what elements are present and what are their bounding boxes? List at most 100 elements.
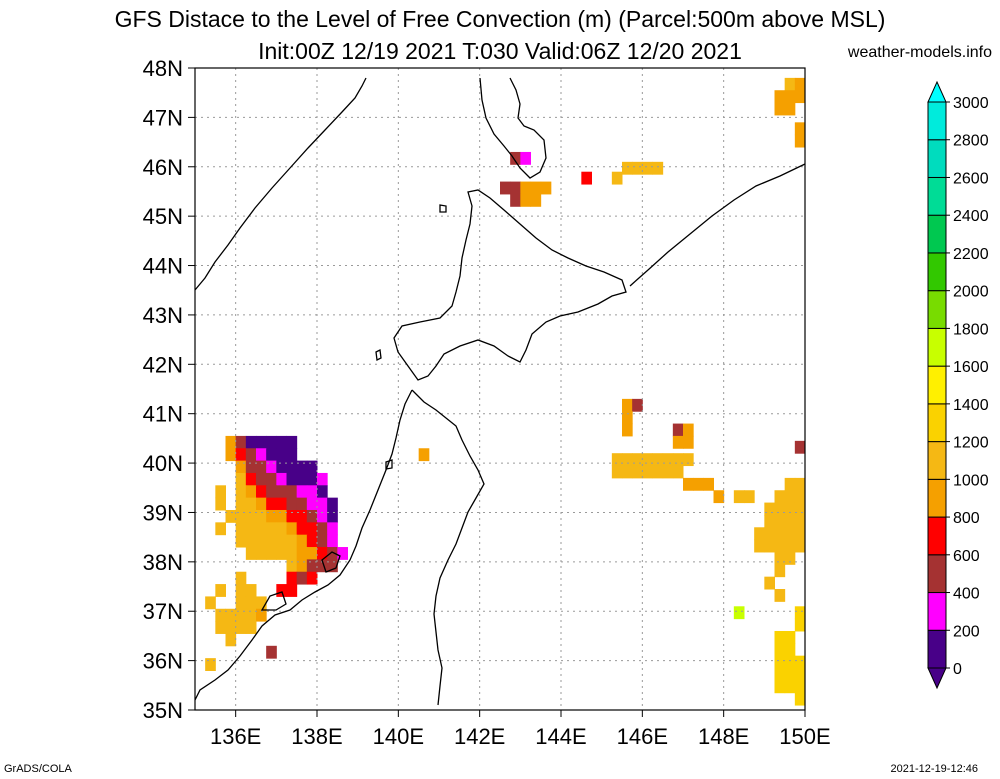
data-cell xyxy=(632,161,643,175)
data-cell xyxy=(622,423,633,437)
colorbar-label: 0 xyxy=(953,661,962,678)
data-cell xyxy=(235,584,247,597)
data-cell xyxy=(266,547,277,560)
data-cell xyxy=(520,181,531,195)
coastline-rishiri xyxy=(439,204,447,213)
data-cell xyxy=(266,522,277,536)
x-tick-label: 146E xyxy=(617,724,668,749)
data-cell xyxy=(642,161,653,175)
data-cell xyxy=(317,522,328,536)
data-cell xyxy=(235,596,247,610)
data-cell xyxy=(235,460,247,474)
data-cell xyxy=(266,435,277,449)
data-cell xyxy=(276,472,287,486)
x-tick-label: 138E xyxy=(291,724,342,749)
data-cell xyxy=(581,171,592,185)
colorbar-segment xyxy=(927,403,947,443)
data-cell xyxy=(327,497,338,511)
data-cell xyxy=(225,608,237,622)
footer-grads: GrADS/COLA xyxy=(4,763,72,775)
data-cell xyxy=(306,571,318,585)
data-cell xyxy=(672,435,684,449)
data-cell xyxy=(774,680,786,694)
colorbar-label: 1000 xyxy=(953,472,989,489)
data-cell xyxy=(215,608,226,622)
data-cell xyxy=(794,692,806,706)
y-tick-label: 45N xyxy=(143,204,183,229)
data-cell xyxy=(296,534,308,548)
data-cell xyxy=(733,606,745,620)
data-cell xyxy=(683,423,694,437)
data-cell xyxy=(225,509,237,523)
data-cell xyxy=(652,453,664,467)
data-cell xyxy=(794,655,806,669)
data-cell xyxy=(784,630,796,644)
coastline-oga xyxy=(385,459,393,470)
data-cell xyxy=(774,564,786,578)
data-cell xyxy=(306,547,318,560)
data-cell xyxy=(276,509,287,523)
data-cell xyxy=(622,411,633,425)
data-cell xyxy=(642,453,653,467)
data-cell xyxy=(774,502,786,516)
data-cell xyxy=(276,522,287,536)
data-cell xyxy=(500,181,511,195)
data-cell xyxy=(306,534,318,548)
data-cell xyxy=(225,435,237,449)
y-axis-ticks: 35N 36N 37N 38N 39N 40N 41N 42N 43N 44N 45N 46N 47N 4… xyxy=(143,56,195,723)
data-cell xyxy=(225,448,237,462)
map-title: GFS Distace to the Level of Free Convect… xyxy=(114,6,886,32)
data-cell xyxy=(774,643,786,657)
data-cell xyxy=(520,193,531,207)
coastline xyxy=(194,77,806,706)
data-cell xyxy=(215,621,226,634)
data-cell xyxy=(784,102,796,116)
data-cell xyxy=(256,435,267,449)
data-cell xyxy=(256,460,267,474)
data-cell xyxy=(672,465,684,479)
data-cell xyxy=(215,522,226,536)
data-cell xyxy=(266,460,277,474)
y-tick-label: 46N xyxy=(143,155,183,180)
data-cell xyxy=(327,547,338,560)
map-frame xyxy=(194,67,806,711)
colorbar-segment xyxy=(927,441,947,480)
data-cell xyxy=(266,472,277,486)
data-cell xyxy=(286,522,298,536)
colorbar-segment xyxy=(927,139,947,178)
data-cell xyxy=(215,584,226,597)
data-cell xyxy=(235,534,247,548)
data-cell xyxy=(784,490,796,504)
data-cell xyxy=(306,509,318,523)
data-cell xyxy=(764,576,775,590)
data-cell xyxy=(245,472,257,486)
data-cell xyxy=(296,497,308,511)
data-cell xyxy=(784,514,796,528)
data-cell xyxy=(642,465,653,479)
data-cell xyxy=(306,497,318,511)
data-cell xyxy=(286,547,298,560)
data-cell xyxy=(256,608,267,622)
data-cell xyxy=(683,453,694,467)
data-cell xyxy=(622,453,633,467)
data-cell xyxy=(245,608,257,622)
data-cell xyxy=(256,596,267,610)
colorbar-label: 400 xyxy=(953,586,980,603)
data-cell xyxy=(245,621,257,634)
colorbar-min-arrow xyxy=(927,667,947,690)
colorbar-label: 2800 xyxy=(953,133,989,150)
coastline-kurils xyxy=(629,163,806,287)
data-cell xyxy=(256,485,267,499)
data-cell xyxy=(296,522,308,536)
data-cell xyxy=(784,539,796,553)
data-cell xyxy=(245,485,257,499)
data-cell xyxy=(794,680,806,694)
grid-lines xyxy=(195,67,806,711)
data-cell xyxy=(774,102,786,116)
data-cell xyxy=(276,547,287,560)
y-tick-label: 43N xyxy=(143,303,183,328)
data-cell xyxy=(245,497,257,511)
data-cell xyxy=(306,559,318,573)
data-cell xyxy=(794,134,806,148)
